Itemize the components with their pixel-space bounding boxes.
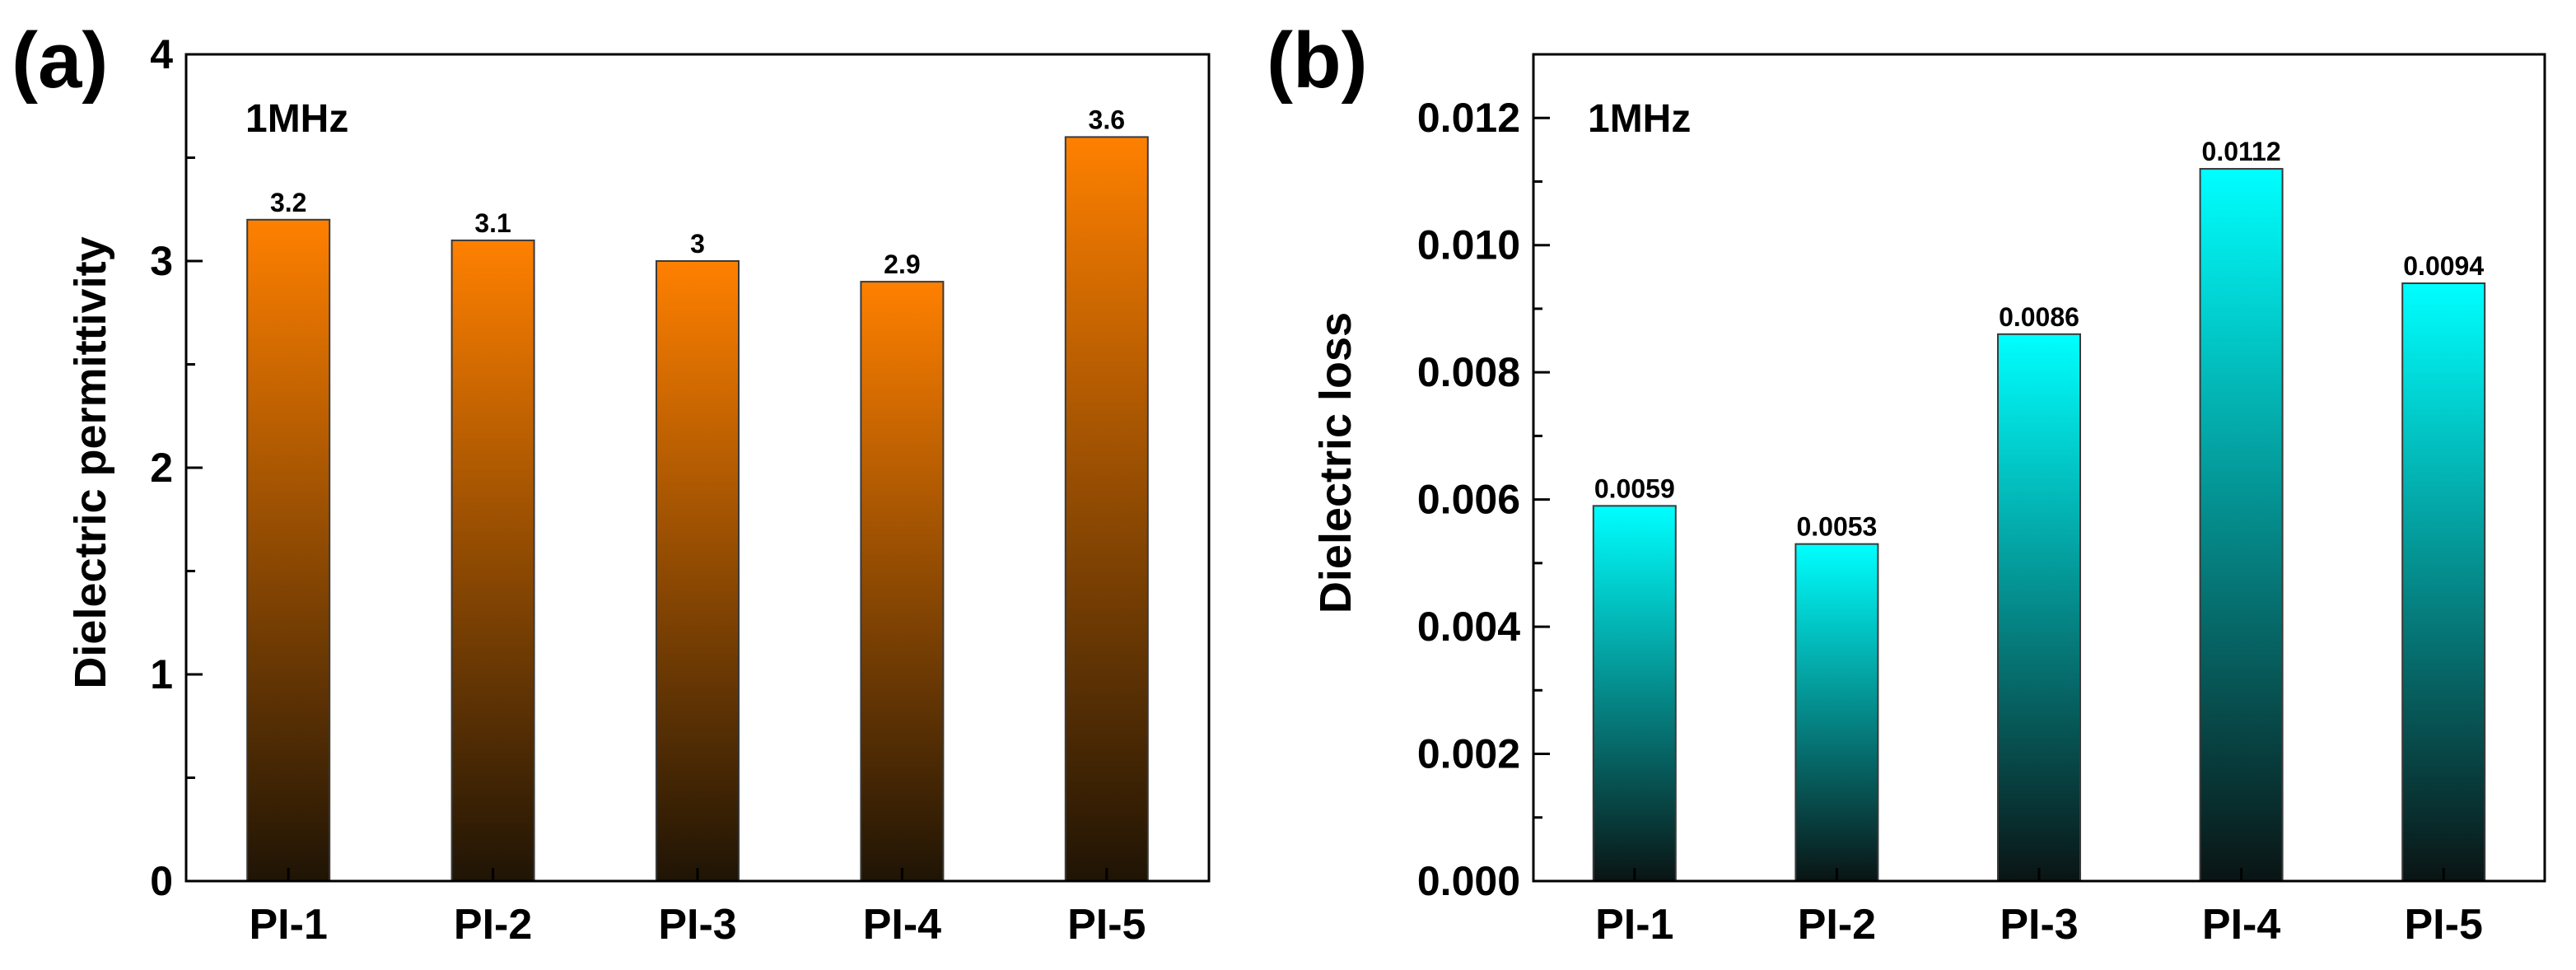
y-tick-label: 0.008 bbox=[1417, 349, 1520, 395]
bar bbox=[1592, 505, 1677, 882]
x-tick-label: PI-3 bbox=[658, 901, 736, 949]
y-tick-label: 0.006 bbox=[1417, 477, 1520, 523]
frequency-annotation: 1MHz bbox=[245, 97, 348, 141]
y-axis-ticks: 0 1 2 3 4 bbox=[150, 31, 203, 904]
y-tick-label: 0 bbox=[150, 858, 173, 904]
y-axis-title: Dielectric permittivity bbox=[66, 236, 115, 688]
data-label: 0.0094 bbox=[2403, 251, 2484, 281]
x-tick-label: PI-4 bbox=[863, 901, 941, 949]
bar bbox=[2199, 168, 2284, 882]
x-tick-label: PI-2 bbox=[1798, 901, 1876, 949]
panel-b-label: (b) bbox=[1267, 16, 1368, 105]
bar bbox=[656, 260, 740, 882]
bar bbox=[246, 218, 331, 882]
plot-frame bbox=[184, 53, 1211, 883]
y-tick-label: 2 bbox=[150, 445, 173, 491]
x-tick-label: PI-2 bbox=[454, 901, 532, 949]
bars: 0.0059 0.0053 0.0086 0.0112 0.0094 bbox=[1592, 137, 2486, 883]
x-axis-tick-labels: PI-1 PI-2 PI-3 PI-4 PI-5 bbox=[1595, 868, 2483, 949]
x-tick-label: PI-1 bbox=[250, 901, 328, 949]
y-tick-label: 0.004 bbox=[1417, 604, 1520, 650]
data-label: 2.9 bbox=[884, 249, 920, 279]
x-tick-label: PI-5 bbox=[1067, 901, 1146, 949]
plot-frame bbox=[1532, 53, 2546, 883]
x-tick-label: PI-3 bbox=[2000, 901, 2078, 949]
y-tick-label: 4 bbox=[150, 31, 173, 77]
bar bbox=[1997, 333, 2081, 883]
data-label: 3 bbox=[690, 229, 705, 259]
data-label: 3.1 bbox=[474, 208, 511, 238]
data-label: 0.0086 bbox=[1999, 302, 2079, 332]
bars: 3.2 3.1 3 2.9 3.6 bbox=[246, 105, 1149, 883]
y-tick-label: 0.002 bbox=[1417, 731, 1520, 777]
y-tick-label: 3 bbox=[150, 238, 173, 284]
y-tick-label: 0.012 bbox=[1417, 95, 1520, 141]
bar bbox=[860, 281, 945, 883]
panel-b-dielectric-loss: (b) Dielectric loss 1MHz 0.00590.00530.0… bbox=[1267, 16, 2546, 949]
data-label: 0.0053 bbox=[1796, 512, 1877, 542]
x-tick-label: PI-1 bbox=[1595, 901, 1673, 949]
y-tick-label: 0.000 bbox=[1417, 858, 1520, 904]
y-axis-ticks: 0.000 0.002 0.004 0.006 0.008 0.010 0.012 bbox=[1417, 95, 1550, 904]
y-axis-title: Dielectric loss bbox=[1311, 312, 1360, 613]
bar bbox=[1794, 543, 1879, 883]
bar bbox=[1064, 136, 1149, 882]
frequency-annotation: 1MHz bbox=[1588, 97, 1691, 141]
data-label: 3.6 bbox=[1089, 105, 1125, 134]
data-label: 0.0112 bbox=[2202, 137, 2281, 166]
x-tick-label: PI-4 bbox=[2202, 901, 2280, 949]
x-tick-label: PI-5 bbox=[2405, 901, 2483, 949]
data-label: 0.0059 bbox=[1594, 473, 1675, 503]
y-tick-label: 0.010 bbox=[1417, 222, 1520, 268]
bar bbox=[2401, 282, 2486, 882]
y-tick-label: 1 bbox=[150, 651, 173, 697]
x-axis-tick-labels: PI-1 PI-2 PI-3 PI-4 PI-5 bbox=[250, 868, 1146, 949]
data-label: 3.2 bbox=[270, 188, 306, 217]
bar bbox=[450, 239, 535, 882]
panel-a-label: (a) bbox=[12, 16, 108, 105]
panel-a-dielectric-permittivity: (a) Dielectric permittivity 1MHz 3.23.13… bbox=[12, 16, 1211, 949]
